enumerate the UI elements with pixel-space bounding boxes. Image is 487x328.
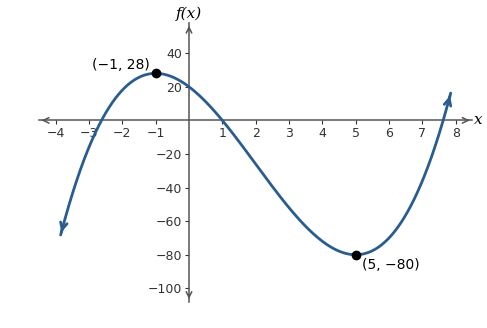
Text: f(x): f(x): [176, 7, 202, 21]
Text: x: x: [474, 113, 483, 127]
Text: (−1, 28): (−1, 28): [93, 58, 150, 72]
Text: (5, −80): (5, −80): [362, 258, 420, 272]
